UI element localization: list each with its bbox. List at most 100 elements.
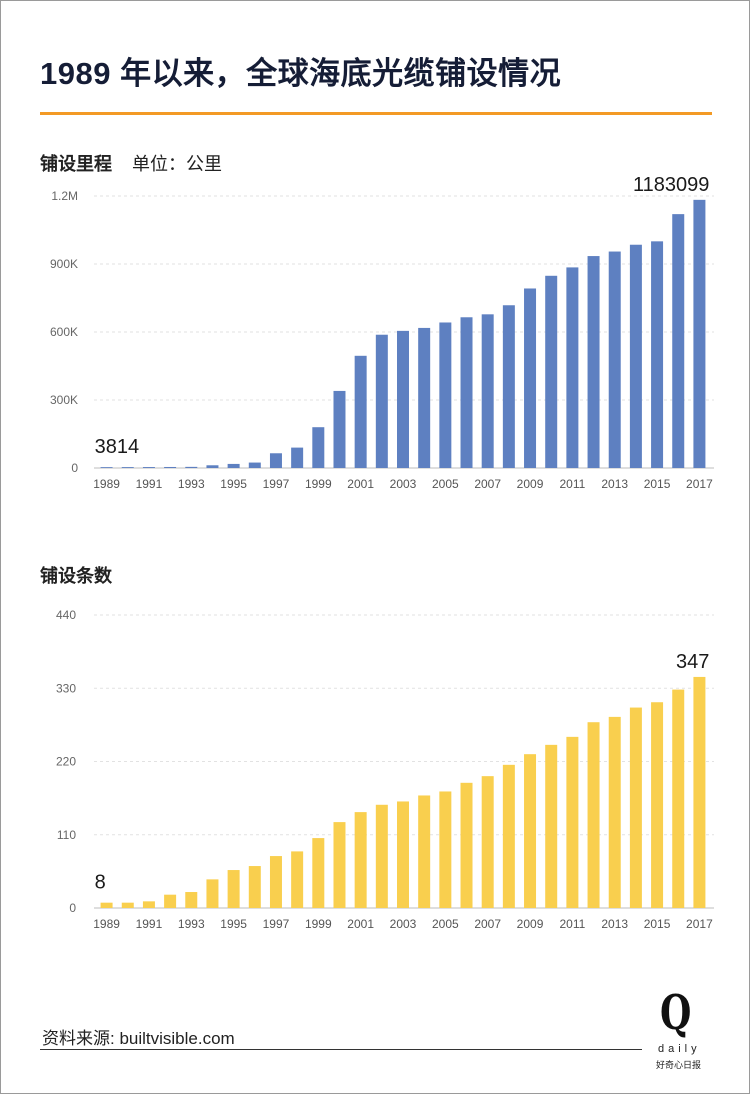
count-ytick-label: 0 — [69, 901, 76, 915]
logo-letter: Q — [660, 985, 692, 1041]
count-bar — [545, 744, 558, 908]
length-bar — [248, 462, 261, 468]
count-xtick-label: 1993 — [178, 917, 205, 931]
length-bar — [629, 244, 642, 468]
length-ytick-label: 1.2M — [51, 189, 78, 203]
count-bar — [375, 804, 388, 908]
length-bar — [481, 314, 494, 468]
length-bar — [651, 241, 664, 468]
length-xtick-label: 2001 — [347, 477, 374, 491]
count-xtick-label: 2013 — [601, 917, 628, 931]
count-xtick-label: 2017 — [686, 917, 713, 931]
count-bar — [397, 801, 409, 908]
count-bar — [566, 736, 579, 908]
length-xtick-label: 2009 — [517, 477, 544, 491]
length-xtick-label: 2003 — [390, 477, 417, 491]
count-bar — [248, 866, 261, 908]
length-xtick-label: 2005 — [432, 477, 459, 491]
length-bar — [333, 390, 346, 468]
length-bar — [164, 466, 177, 468]
count-bar — [164, 894, 177, 908]
length-xtick-label: 2015 — [644, 477, 671, 491]
length-chart-heading: 铺设里程 单位：公里 — [40, 150, 222, 176]
length-data-label: 1183099 — [633, 174, 709, 196]
count-bar — [502, 764, 515, 908]
count-xtick-label: 1997 — [263, 917, 290, 931]
count-xtick-label: 1991 — [136, 917, 163, 931]
length-xtick-label: 1997 — [263, 477, 290, 491]
count-xtick-label: 2007 — [474, 917, 501, 931]
length-bar — [397, 330, 409, 468]
length-bar-chart: 0 300K 600K 900K 1.2M 1989 1991 1993 1995 1997 199… — [50, 174, 714, 491]
count-bar-chart: 0 110 220 330 440 1989 1991 1993 1995 1997 1999 200… — [56, 608, 714, 931]
count-bar — [629, 707, 642, 908]
count-bar — [100, 902, 113, 908]
count-bar — [439, 791, 452, 908]
length-data-label: 3814 — [95, 436, 140, 458]
length-bar — [354, 355, 367, 468]
length-bar — [375, 334, 388, 468]
length-bar — [227, 463, 240, 468]
logo-word: daily — [658, 1043, 701, 1055]
length-xtick-label: 1995 — [220, 477, 247, 491]
count-bar — [227, 870, 240, 908]
length-bar — [185, 466, 198, 468]
count-xtick-label: 2005 — [432, 917, 459, 931]
title-divider — [40, 112, 712, 115]
count-xtick-label: 2015 — [644, 917, 671, 931]
length-ytick-label: 900K — [50, 257, 78, 271]
count-bar — [693, 676, 706, 908]
count-ytick-label: 110 — [57, 828, 76, 842]
length-bar — [439, 322, 452, 468]
count-bar — [608, 716, 621, 908]
count-xtick-label: 2011 — [559, 917, 585, 931]
source-note: 资料来源: builtvisible.com — [42, 1029, 235, 1048]
length-ytick-label: 0 — [71, 461, 78, 475]
length-bar — [142, 467, 155, 468]
length-bar — [545, 275, 558, 468]
source-divider — [40, 1049, 642, 1050]
count-xtick-label: 1999 — [305, 917, 332, 931]
qdaily-logo: Q daily 好奇心日报 — [652, 988, 712, 1072]
count-xtick-label: 2009 — [517, 917, 544, 931]
count-ytick-label: 220 — [56, 755, 76, 769]
length-bar — [121, 467, 134, 468]
count-bar — [460, 782, 473, 908]
count-ytick-label: 440 — [56, 608, 76, 622]
count-bar — [206, 879, 219, 908]
length-bar — [291, 447, 304, 468]
count-bar — [354, 812, 367, 908]
count-data-label: 347 — [676, 651, 709, 673]
count-bar — [587, 722, 600, 908]
length-bar — [608, 251, 621, 468]
count-bar — [418, 795, 431, 908]
length-chart-title: 铺设里程 — [40, 154, 112, 174]
count-xtick-label: 1989 — [93, 917, 120, 931]
length-bar — [312, 427, 325, 468]
count-bar — [651, 702, 664, 908]
length-xtick-label: 2011 — [559, 477, 585, 491]
length-xtick-label: 1999 — [305, 477, 332, 491]
count-chart-title: 铺设条数 — [40, 566, 112, 586]
length-bar — [524, 288, 537, 468]
count-bar — [142, 901, 155, 908]
count-bar — [672, 689, 685, 908]
count-bar — [333, 822, 346, 908]
length-bar — [269, 453, 282, 468]
count-bar — [185, 892, 198, 908]
length-xtick-label: 2017 — [686, 477, 713, 491]
count-xtick-label: 2001 — [347, 917, 374, 931]
length-bar — [672, 214, 685, 468]
length-bar — [566, 267, 579, 468]
length-xtick-label: 1989 — [93, 477, 120, 491]
length-bar — [100, 467, 113, 468]
count-bar — [269, 856, 282, 908]
count-data-label: 8 — [95, 872, 106, 894]
length-chart-unit: 单位：公里 — [132, 154, 222, 174]
length-xtick-label: 2007 — [474, 477, 501, 491]
count-xtick-label: 1995 — [220, 917, 247, 931]
count-bar — [524, 754, 537, 908]
count-xtick-label: 2003 — [390, 917, 417, 931]
count-ytick-label: 330 — [56, 681, 76, 695]
count-bar — [312, 838, 325, 908]
